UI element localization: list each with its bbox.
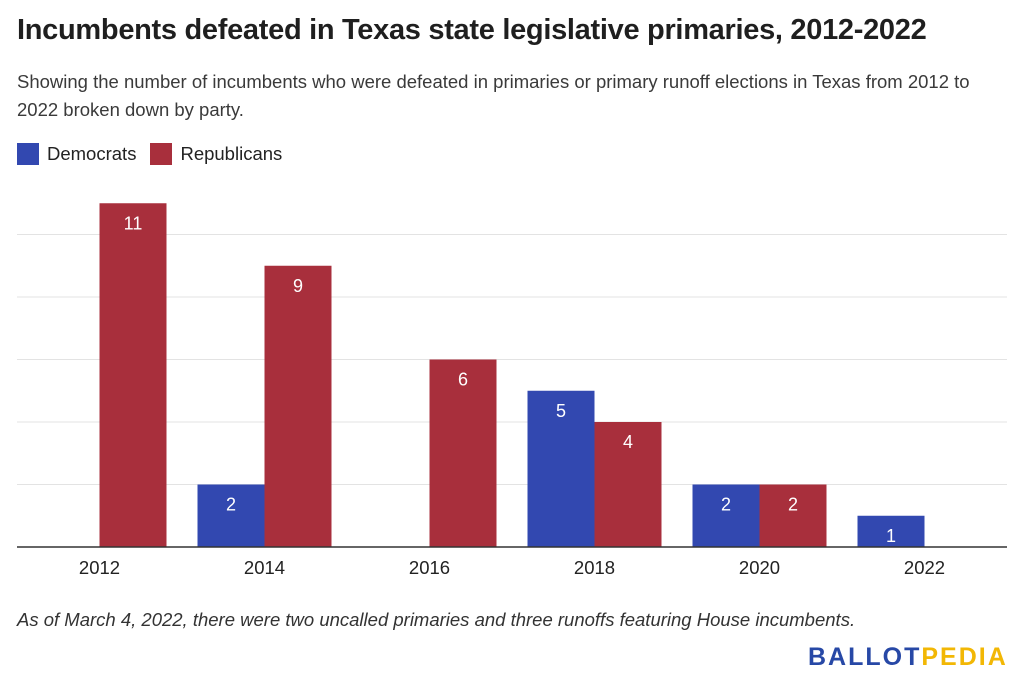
bar-democrats-2014 xyxy=(197,484,265,547)
data-label-democrats-2018: 5 xyxy=(556,401,566,421)
bar-republicans-2018 xyxy=(594,422,662,547)
bar-democrats-2018 xyxy=(527,390,595,547)
footnote: As of March 4, 2022, there were two unca… xyxy=(17,609,856,630)
data-label-republicans-2012: 11 xyxy=(124,213,143,233)
chart-subtitle: Showing the number of incumbents who wer… xyxy=(17,71,970,120)
legend-swatch-republicans xyxy=(150,143,173,165)
legend-swatch-democrats xyxy=(17,143,39,165)
legend-label-democrats: Democrats xyxy=(47,143,137,164)
bar-republicans-2020 xyxy=(759,484,827,547)
logo-part-ballot: BALLOT xyxy=(808,643,922,671)
data-label-republicans-2016: 6 xyxy=(458,370,468,390)
bar-republicans-2016 xyxy=(429,359,497,547)
data-label-democrats-2020: 2 xyxy=(721,495,731,515)
data-label-democrats-2014: 2 xyxy=(226,495,236,515)
bar-democrats-2022 xyxy=(857,515,925,547)
logo-part-pedia: PEDIA xyxy=(921,643,1008,671)
data-label-republicans-2018: 4 xyxy=(623,432,633,452)
bar-chart: 11 2012 2 9 2014 6 2016 5 4 2018 2 2 2020 1 2022 xyxy=(17,203,1007,578)
x-tick-label-2018: 2018 xyxy=(574,557,615,578)
x-tick-label-2012: 2012 xyxy=(79,557,120,578)
bar-democrats-2020 xyxy=(692,484,760,547)
bar-republicans-2012 xyxy=(99,203,167,547)
data-label-republicans-2014: 9 xyxy=(293,276,303,296)
legend: Democrats Republicans xyxy=(17,143,296,165)
ballotpedia-logo: BALLOTPEDIA xyxy=(808,643,1008,672)
x-tick-label-2022: 2022 xyxy=(904,557,945,578)
x-tick-label-2016: 2016 xyxy=(409,557,450,578)
x-tick-label-2014: 2014 xyxy=(244,557,285,578)
data-label-republicans-2020: 2 xyxy=(788,495,798,515)
chart-title: Incumbents defeated in Texas state legis… xyxy=(17,14,927,46)
x-tick-label-2020: 2020 xyxy=(739,557,780,578)
legend-item-republicans: Republicans xyxy=(150,143,282,165)
legend-item-democrats: Democrats xyxy=(17,143,136,165)
bar-republicans-2014 xyxy=(264,265,332,547)
data-label-democrats-2022: 1 xyxy=(886,526,896,546)
legend-label-republicans: Republicans xyxy=(180,143,283,164)
